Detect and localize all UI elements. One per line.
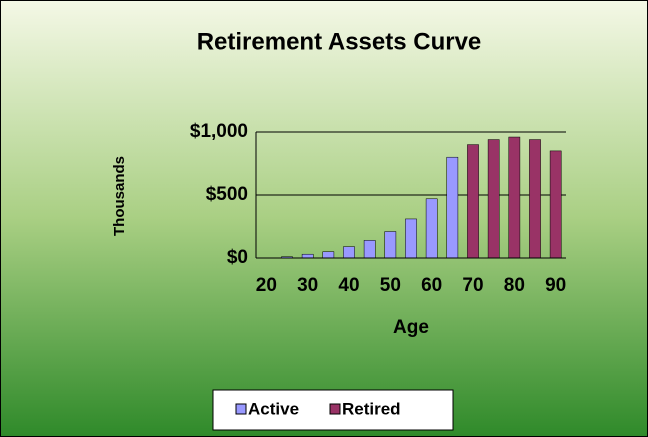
bar [425, 198, 438, 259]
bar [384, 231, 397, 259]
bar [467, 144, 479, 259]
bar [446, 156, 459, 259]
legend-swatch [329, 403, 341, 415]
bar [529, 139, 541, 259]
y-tick-label: $500 [206, 184, 248, 205]
x-tick-label: 30 [297, 275, 318, 296]
legend-label: Retired [342, 399, 401, 418]
bar [487, 139, 500, 259]
legend-label: Active [248, 399, 299, 418]
y-axis-label: Thousands [111, 156, 128, 236]
chart-title: Retirement Assets Curve [197, 28, 482, 55]
x-tick-label: 60 [421, 275, 442, 296]
y-tick-label: $0 [227, 247, 248, 268]
x-tick-label: 20 [256, 275, 277, 296]
x-axis-label: Age [393, 317, 429, 338]
x-tick-label: 70 [462, 275, 483, 296]
bar [405, 218, 417, 259]
x-tick-label: 50 [380, 275, 401, 296]
bar [301, 253, 314, 259]
bar [363, 240, 376, 259]
bar [508, 136, 521, 259]
y-tick-label: $1,000 [190, 121, 248, 142]
x-tick-label: 80 [504, 275, 525, 296]
x-tick-label: 40 [338, 275, 359, 296]
x-tick-label: 90 [545, 275, 566, 296]
bar [343, 246, 355, 259]
legend-swatch [235, 403, 247, 415]
bar [549, 150, 562, 259]
bar [322, 251, 335, 259]
